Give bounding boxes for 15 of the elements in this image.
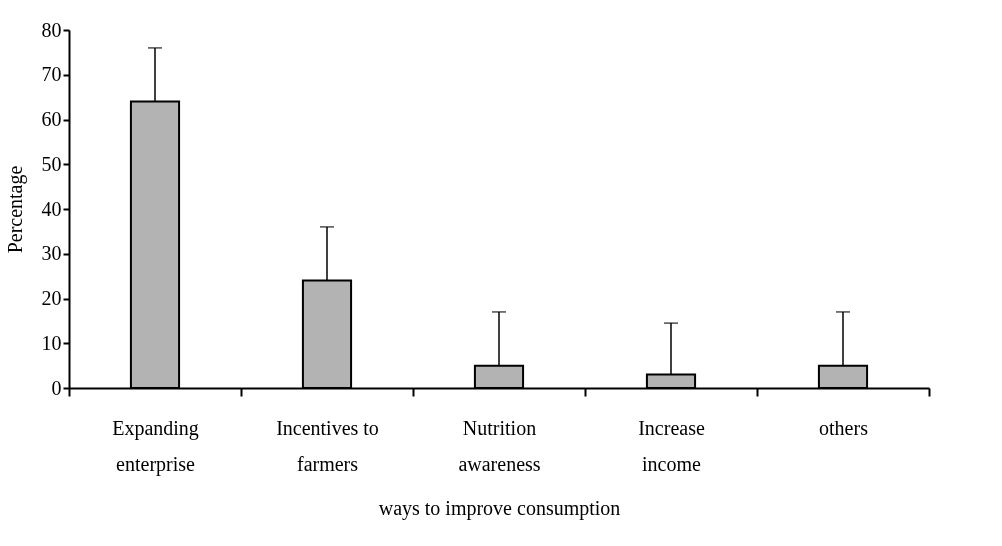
- y-tick-label: 50: [41, 152, 62, 175]
- x-tick-label: Nutrition awareness: [458, 416, 541, 475]
- y-tick-label: 80: [41, 18, 62, 41]
- y-tick-label: 20: [41, 287, 62, 309]
- x-axis-title: ways to improve consumption: [378, 496, 621, 520]
- y-tick-label: 60: [41, 108, 62, 130]
- x-tick-label: Increase income: [638, 416, 705, 475]
- y-tick-label: 30: [41, 242, 62, 265]
- x-tick-label: others: [819, 416, 869, 439]
- y-axis-title: Percentage: [3, 165, 27, 254]
- y-tick-label: 40: [41, 197, 62, 220]
- y-tick-label: 0: [51, 376, 62, 399]
- x-tick-label: Expanding enterprise: [112, 416, 199, 476]
- y-tick-label: 10: [41, 331, 62, 354]
- y-tick-label: 70: [41, 63, 62, 86]
